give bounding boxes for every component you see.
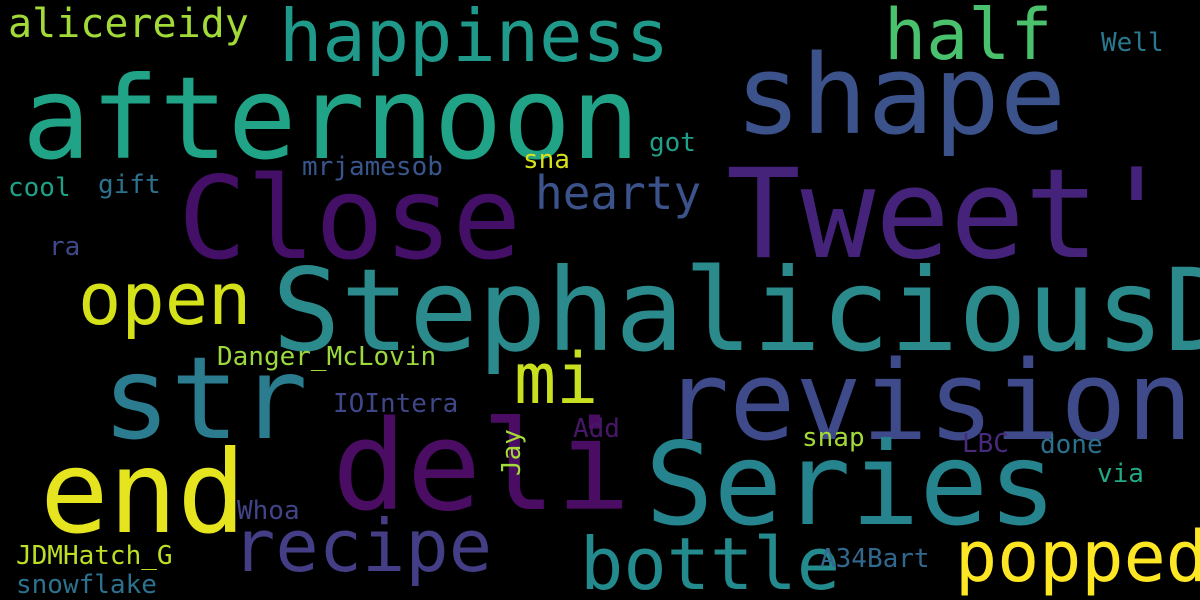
word-hearty: hearty <box>535 166 702 220</box>
word-well: Well <box>1101 28 1164 58</box>
word-whoa: Whoa <box>237 496 300 526</box>
word-cool: cool <box>8 173 71 203</box>
word-ra: ra <box>49 232 81 262</box>
word-jay: Jay <box>497 429 527 476</box>
word-deli: deli <box>332 395 631 539</box>
word-a34bart: A34Bart <box>820 544 930 574</box>
word-open: open <box>78 257 252 341</box>
word-alicereidy: alicereidy <box>8 1 249 47</box>
word-happiness: happiness <box>279 0 670 78</box>
word-danger-mclovin: Danger_McLovin <box>217 342 437 372</box>
word-mrjamesob: mrjamesob <box>302 152 443 182</box>
word-done: done <box>1040 430 1103 460</box>
word-recipe: recipe <box>232 504 493 588</box>
word-jdmhatch-g: JDMHatch_G <box>16 541 173 571</box>
word-snowflake: snowflake <box>16 570 157 600</box>
word-iointera: IOIntera <box>333 389 459 419</box>
word-tweet: Tweet' <box>726 143 1174 287</box>
word-sna: sna <box>523 145 570 175</box>
word-gift: gift <box>98 170 161 200</box>
word-got: got <box>649 128 696 158</box>
word-via: via <box>1097 459 1144 489</box>
word-close: Close <box>178 152 522 285</box>
word-half: half <box>884 0 1053 76</box>
word-revision: revision <box>663 337 1193 465</box>
word-shape: shape <box>735 31 1067 159</box>
word-popped: popped <box>955 516 1200 598</box>
word-bottle: bottle <box>580 522 841 600</box>
word-series: Series <box>645 418 1057 551</box>
word-afternoon: afternoon <box>22 52 640 185</box>
word-lbc: LBC <box>962 429 1009 459</box>
word-mi: mi <box>514 338 599 420</box>
word-add: Add <box>573 414 620 444</box>
word-str: str <box>102 332 308 465</box>
word-end: end <box>40 426 246 559</box>
word-snap: snap <box>802 423 865 453</box>
word-stephaliciousd: StephaliciousD <box>272 244 1200 377</box>
